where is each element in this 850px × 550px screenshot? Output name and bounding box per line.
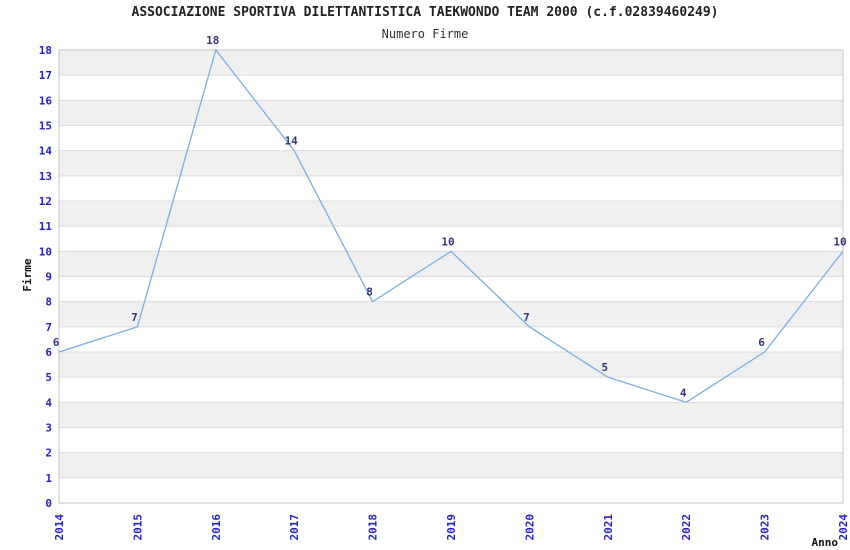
y-tick-label: 7 [45, 321, 52, 334]
y-tick-label: 14 [39, 145, 53, 158]
y-tick-label: 16 [39, 94, 53, 107]
data-point-labels: 6 7 18 14 8 10 7 5 4 6 10 [53, 34, 847, 399]
y-tick-label: 1 [45, 472, 52, 485]
x-axis-tick-labels: 2014 2015 2016 2017 2018 2019 2020 2021 2022 2023… [53, 514, 850, 541]
x-tick-label: 2021 [602, 514, 615, 541]
x-axis-title: Anno [812, 536, 839, 549]
plot-border [58, 49, 844, 504]
x-tick-label: 2022 [680, 514, 693, 541]
x-tick-label: 2015 [131, 514, 144, 541]
x-tick-label: 2020 [523, 514, 536, 541]
y-tick-label: 6 [45, 346, 52, 359]
plot-band [59, 251, 843, 277]
data-point-label: 10 [441, 235, 454, 248]
plot-band [59, 201, 843, 227]
y-tick-label: 15 [39, 120, 52, 133]
data-point-label: 7 [131, 311, 138, 324]
y-tick-label: 5 [45, 371, 52, 384]
x-tick-label: 2017 [288, 514, 301, 541]
x-tick-label: 2016 [210, 514, 223, 541]
plot-band [59, 100, 843, 126]
y-tick-label: 8 [45, 296, 52, 309]
data-point-label: 4 [680, 386, 687, 399]
y-tick-label: 10 [39, 245, 52, 258]
data-point-label: 5 [601, 361, 608, 374]
chart-subtitle: Numero Firme [381, 27, 469, 41]
y-tick-label: 17 [39, 69, 52, 82]
y-tick-label: 3 [45, 422, 52, 435]
chart-title: ASSOCIAZIONE SPORTIVA DILETTANTISTICA TA… [131, 5, 719, 20]
y-tick-label: 12 [39, 195, 52, 208]
data-point-label: 6 [53, 336, 60, 349]
x-tick-label: 2024 [837, 514, 850, 541]
y-tick-label: 11 [39, 220, 53, 233]
x-tick-label: 2019 [445, 514, 458, 541]
y-tick-label: 9 [45, 271, 52, 284]
data-point-label: 10 [833, 235, 846, 248]
data-point-label: 7 [523, 311, 530, 324]
plot-band [59, 301, 843, 327]
x-tick-label: 2023 [759, 514, 772, 541]
y-tick-label: 0 [45, 497, 52, 510]
data-point-label: 8 [366, 286, 373, 299]
x-tick-label: 2014 [53, 514, 66, 541]
plot-band [59, 50, 843, 76]
plot-band [59, 150, 843, 176]
data-point-label: 18 [206, 34, 219, 47]
plot-band [59, 402, 843, 428]
y-axis-title: Firme [21, 258, 34, 291]
y-tick-label: 18 [39, 44, 52, 57]
y-tick-label: 13 [39, 170, 52, 183]
y-tick-label: 4 [45, 396, 52, 409]
plot-band [59, 352, 843, 378]
plot-band [59, 452, 843, 478]
plot-bands [59, 50, 843, 478]
data-point-label: 14 [285, 135, 299, 148]
data-point-label: 6 [758, 336, 765, 349]
x-tick-label: 2018 [367, 514, 380, 541]
series-line-numero-firme [58, 48, 844, 404]
y-tick-label: 2 [45, 447, 52, 460]
